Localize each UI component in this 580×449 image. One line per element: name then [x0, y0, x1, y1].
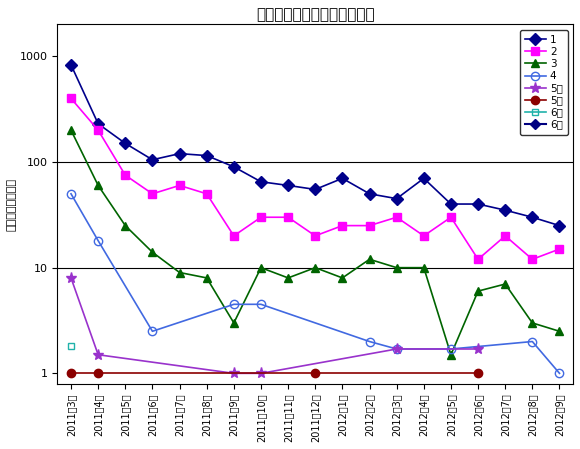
3 [258, 265, 264, 270]
2 [258, 215, 264, 220]
3 [176, 270, 183, 275]
2 [67, 96, 74, 101]
2 [203, 191, 210, 197]
1 [285, 183, 292, 188]
4 [393, 346, 400, 352]
3 [285, 275, 292, 281]
3 [339, 275, 346, 281]
Line: 2: 2 [67, 94, 564, 264]
3 [67, 128, 74, 133]
Legend: 1, 2, 3, 4, 5弱, 5強, 6弱, 6強: 1, 2, 3, 4, 5弱, 5強, 6弱, 6強 [520, 30, 568, 135]
2 [122, 172, 129, 178]
5弱 [393, 346, 400, 352]
5弱 [95, 352, 102, 357]
5強 [312, 370, 319, 376]
1 [67, 62, 74, 67]
1 [474, 201, 481, 207]
2 [339, 223, 346, 228]
Title: 茨城県の地震発生回数の推移: 茨城県の地震発生回数の推移 [256, 7, 375, 22]
3 [95, 183, 102, 188]
4 [230, 302, 237, 307]
1 [502, 207, 509, 213]
2 [366, 223, 373, 228]
4 [366, 339, 373, 344]
1 [122, 141, 129, 146]
2 [502, 233, 509, 238]
2 [176, 183, 183, 188]
Line: 5強: 5強 [67, 369, 482, 378]
2 [285, 215, 292, 220]
3 [529, 320, 536, 326]
4 [67, 191, 74, 197]
5強 [95, 370, 102, 376]
4 [149, 329, 156, 334]
Line: 4: 4 [67, 189, 564, 378]
4 [556, 370, 563, 376]
1 [339, 176, 346, 181]
2 [420, 233, 427, 238]
2 [149, 191, 156, 197]
3 [149, 250, 156, 255]
5強 [474, 370, 481, 376]
3 [203, 275, 210, 281]
3 [420, 265, 427, 270]
5強 [67, 370, 74, 376]
2 [230, 233, 237, 238]
1 [258, 179, 264, 185]
Line: 1: 1 [67, 61, 564, 230]
1 [366, 191, 373, 197]
4 [258, 302, 264, 307]
3 [474, 288, 481, 294]
Line: 3: 3 [67, 126, 564, 359]
Line: 5弱: 5弱 [66, 273, 484, 379]
3 [230, 320, 237, 326]
5弱 [474, 346, 481, 352]
3 [447, 352, 454, 357]
3 [502, 282, 509, 287]
1 [203, 153, 210, 158]
2 [529, 257, 536, 262]
5弱 [67, 275, 74, 281]
2 [312, 233, 319, 238]
1 [149, 157, 156, 163]
2 [95, 128, 102, 133]
4 [95, 238, 102, 243]
2 [474, 257, 481, 262]
1 [556, 223, 563, 228]
1 [393, 196, 400, 201]
2 [393, 215, 400, 220]
3 [366, 257, 373, 262]
1 [176, 151, 183, 156]
4 [447, 346, 454, 352]
5弱 [230, 370, 237, 376]
3 [122, 223, 129, 228]
Y-axis label: 発生回数（対数）: 発生回数（対数） [7, 177, 17, 230]
1 [420, 176, 427, 181]
1 [95, 121, 102, 127]
1 [312, 187, 319, 192]
3 [312, 265, 319, 270]
4 [529, 339, 536, 344]
1 [230, 164, 237, 170]
1 [529, 215, 536, 220]
3 [556, 329, 563, 334]
5弱 [258, 370, 264, 376]
2 [556, 247, 563, 252]
2 [447, 215, 454, 220]
1 [447, 201, 454, 207]
3 [393, 265, 400, 270]
